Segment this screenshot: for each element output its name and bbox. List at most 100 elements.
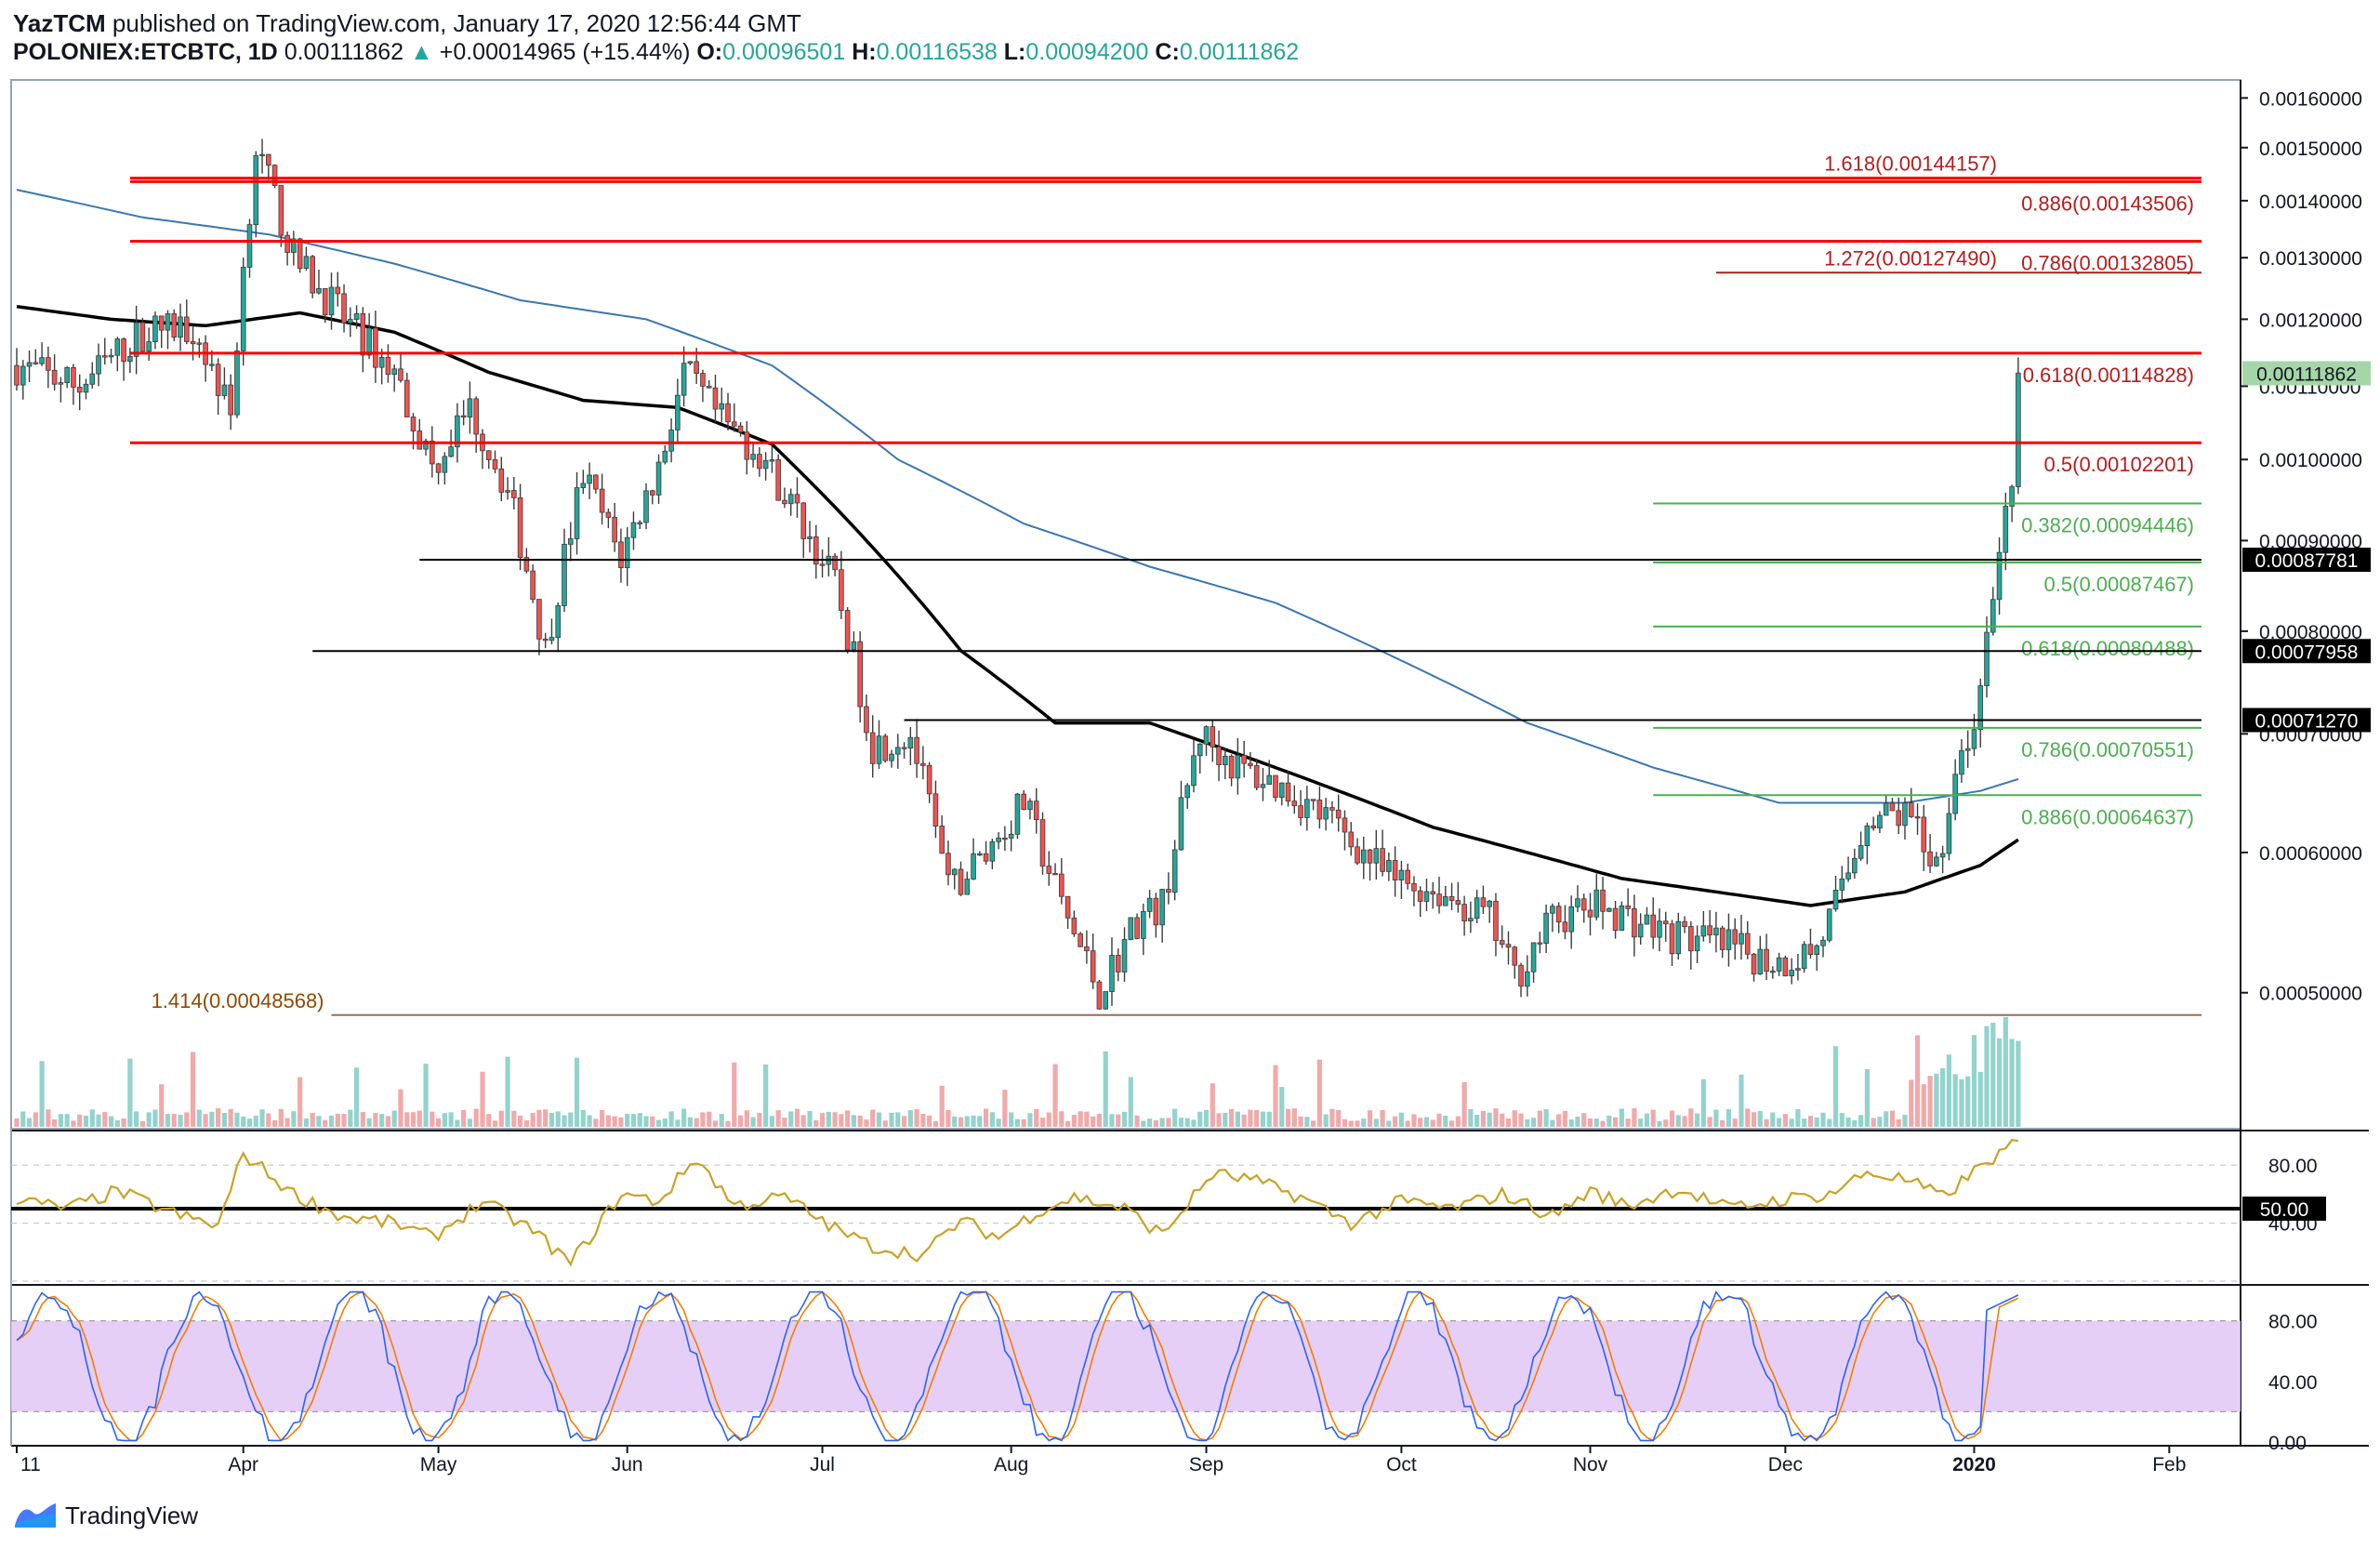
volume-bar (1914, 1035, 1921, 1127)
author-name[interactable]: YazTCM (13, 9, 106, 37)
volume-bar (952, 1116, 958, 1127)
candle-body (1606, 907, 1612, 912)
candle-body (1732, 929, 1739, 945)
volume-bar (1789, 1118, 1794, 1127)
volume-bar (1757, 1111, 1763, 1127)
candle-body (1059, 873, 1064, 897)
candle-body (33, 362, 39, 364)
volume-bar (536, 1109, 542, 1127)
volume-bar (1625, 1118, 1631, 1127)
volume-bar (1273, 1065, 1278, 1127)
volume-bar (1474, 1115, 1480, 1127)
volume-bar (284, 1118, 290, 1127)
volume-bar (385, 1116, 391, 1127)
volume-bar (228, 1108, 233, 1127)
volume-bar (958, 1117, 964, 1127)
symbol-name[interactable]: POLONIEX:ETCBTC, 1D (13, 39, 278, 65)
price-tick-label: 0.00100000 (2259, 450, 2362, 471)
volume-bar (1487, 1112, 1492, 1127)
candle-body (435, 463, 442, 473)
candle-body (839, 569, 844, 611)
candle-body (1398, 869, 1405, 880)
candle-body (876, 735, 882, 764)
rsi-line (16, 1138, 2019, 1267)
candle-body (259, 153, 265, 157)
candle-body (744, 431, 750, 460)
candle-body (1273, 774, 1278, 798)
volume-bar (1342, 1118, 1348, 1127)
candlestick-series (14, 139, 2021, 1011)
candle-body (681, 363, 687, 396)
volume-bar (1039, 1118, 1046, 1127)
volume-bar (1078, 1111, 1083, 1127)
volume-bar (901, 1116, 907, 1127)
volume-bar (2009, 1039, 2015, 1127)
time-tick-label: May (420, 1454, 457, 1475)
candle-body (1304, 799, 1310, 818)
volume-bar (1650, 1109, 1656, 1127)
volume-bar (1537, 1110, 1542, 1127)
volume-bar (1726, 1109, 1732, 1127)
volume-bar (1203, 1109, 1210, 1127)
volume-bar (1777, 1118, 1782, 1127)
candle-body (882, 735, 889, 761)
time-axis[interactable]: 11 Apr May Jun Jul Aug Sep Oct Nov Dec 2020 Feb (16, 1446, 2186, 1475)
volume-bar (769, 1116, 774, 1127)
volume-bar (271, 1119, 278, 1127)
candle-body (1632, 907, 1637, 938)
volume-bar (1166, 1118, 1171, 1127)
volume-bar (662, 1118, 668, 1127)
open-value: 0.00096501 (722, 39, 846, 65)
candle-body (485, 450, 492, 460)
volume-bar (530, 1113, 536, 1127)
candle-body (593, 474, 599, 490)
candle-body (158, 315, 165, 331)
candle-body (1757, 948, 1764, 975)
volume-bar (643, 1116, 649, 1127)
ma-200-line (16, 189, 2019, 804)
candle-body (1839, 878, 1845, 891)
volume-bar (668, 1111, 674, 1127)
candle-body (700, 373, 706, 387)
candle-body (1682, 920, 1687, 927)
volume-bar (1418, 1118, 1423, 1127)
volume-bar (1606, 1115, 1612, 1127)
candle-body (1921, 816, 1927, 853)
volume-bar (750, 1117, 756, 1127)
volume-bar (291, 1111, 297, 1127)
tradingview-logo[interactable]: TradingView (13, 1499, 198, 1532)
volume-bar (461, 1109, 467, 1127)
volume-bar (71, 1120, 76, 1127)
volume-bar (788, 1111, 794, 1127)
volume-bar (1909, 1079, 1914, 1127)
volume-bar (1600, 1120, 1606, 1127)
candle-body (630, 522, 637, 538)
volume-bar (1323, 1114, 1329, 1127)
candle-body (574, 487, 580, 539)
candle-body (1555, 906, 1562, 923)
volume-bar (932, 1120, 939, 1127)
price-axis[interactable]: 0.000500000.000600000.000700000.00080000… (2241, 88, 2362, 1005)
open-label: O: (696, 39, 723, 65)
candle-body (694, 361, 699, 374)
volume-bar (1965, 1076, 1971, 1127)
candle-body (1662, 920, 1669, 925)
volume-bar (518, 1115, 523, 1127)
volume-bar (763, 1064, 769, 1127)
candle-body (1260, 784, 1266, 788)
volume-bar (1581, 1113, 1587, 1127)
candle-body (813, 536, 819, 565)
candle-body (612, 516, 617, 543)
candle-body (46, 357, 51, 371)
candle-body (373, 327, 378, 368)
candle-body (1002, 837, 1008, 840)
candle-body (1253, 765, 1260, 788)
volume-bar (1172, 1108, 1178, 1127)
time-tick-label: Sep (1189, 1454, 1223, 1475)
volume-bar (328, 1115, 335, 1127)
candle-body (460, 415, 467, 418)
candle-body (101, 355, 108, 358)
candle-body (599, 488, 605, 513)
volume-bar (241, 1116, 246, 1127)
